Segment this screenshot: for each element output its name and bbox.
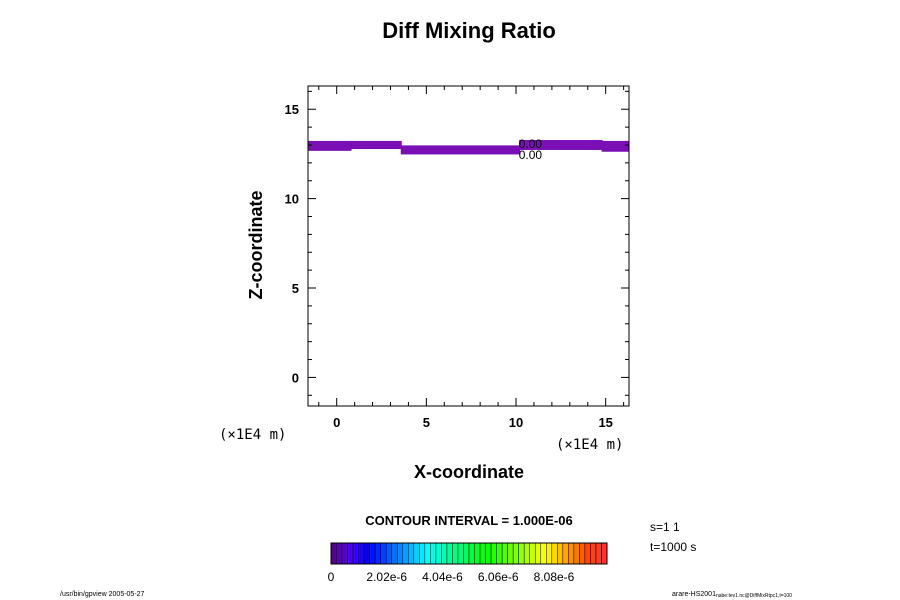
colorbar-tick-label: 6.06e-6: [478, 570, 519, 584]
colorbar-tick-label: 0: [328, 570, 335, 584]
colorbar-cell: [363, 542, 370, 565]
colorbar-cell: [396, 542, 404, 565]
y-tick-label: 0: [292, 370, 299, 385]
colorbar-cell: [562, 542, 569, 565]
colorbar-cell: [352, 542, 359, 565]
colorbar-cell: [551, 542, 558, 565]
colorbar-cell: [402, 542, 409, 565]
t-annotation: t=1000 s: [650, 540, 696, 554]
colorbar-cell: [540, 542, 547, 565]
colorbar-cell: [374, 542, 381, 565]
footer-left: /usr/bin/gpview 2005-05-27: [60, 591, 145, 598]
contour-band-segment: [400, 145, 521, 155]
colorbar-cell: [573, 542, 580, 565]
colorbar-cell: [457, 542, 464, 565]
colorbar-cell: [419, 542, 426, 565]
footer-right: arare-HS2001nabe:tev1.nc@DiffMixRtpc1,t=…: [672, 591, 792, 599]
colorbar-cell: [463, 542, 470, 565]
colorbar-cell: [584, 542, 591, 565]
colorbar-tick-label: 2.02e-6: [366, 570, 407, 584]
y-tick-label: 5: [292, 281, 299, 296]
colorbar-cell: [474, 542, 481, 565]
colorbar-cell: [330, 542, 337, 565]
footer-right-main: arare-HS2001: [672, 591, 716, 598]
footer-right-sub: nabe:tev1.nc@DiffMixRtpc1,t=100: [716, 593, 792, 599]
y-unit-label: (×1E4 m): [219, 427, 286, 443]
x-tick-label: 5: [423, 415, 430, 430]
colorbar-cell: [424, 542, 431, 565]
colorbar-cell: [435, 542, 442, 565]
colorbar-cell: [512, 542, 519, 565]
contour-labels: 0.000.00: [519, 137, 543, 162]
colorbar-cell: [479, 542, 486, 565]
s-annotation: s=1 1: [650, 520, 680, 534]
contour-band: [307, 140, 630, 155]
colorbar-cell: [496, 542, 503, 565]
y-tick-labels: 0 5 10 15: [285, 102, 299, 385]
colorbar-cell: [380, 542, 387, 565]
y-tick-label: 10: [285, 192, 299, 207]
colorbar-cell: [601, 542, 608, 565]
colorbar-cell: [595, 542, 602, 565]
plot-frame: [307, 85, 630, 407]
colorbar-cell: [518, 542, 525, 565]
colorbar-cell: [369, 542, 376, 565]
colorbar-tick-label: 4.04e-6: [422, 570, 463, 584]
colorbar: [330, 542, 608, 565]
colorbar-cell: [557, 542, 564, 565]
colorbar-tick-labels: 0 2.02e-6 4.04e-6 6.06e-6 8.08e-6: [328, 570, 575, 584]
contour-label: 0.00: [519, 148, 543, 162]
chart-title: Diff Mixing Ratio: [382, 18, 556, 43]
x-unit-label: (×1E4 m): [556, 437, 623, 453]
colorbar-cell: [490, 542, 497, 565]
colorbar-cell: [579, 542, 586, 565]
colorbar-cell: [590, 542, 597, 565]
axis-ticks: [308, 86, 629, 406]
x-tick-labels: 0 5 10 15: [333, 415, 613, 430]
contour-band-segment: [601, 140, 630, 152]
colorbar-cell: [441, 542, 448, 565]
x-tick-label: 10: [509, 415, 523, 430]
colorbar-cell: [529, 542, 536, 565]
colorbar-cell: [385, 542, 392, 565]
colorbar-cell: [430, 542, 437, 565]
colorbar-cell: [523, 542, 530, 565]
contour-label: 0.00: [519, 137, 543, 151]
colorbar-frame: [330, 542, 608, 565]
colorbar-cell: [507, 542, 514, 565]
colorbar-tick-label: 8.08e-6: [534, 570, 575, 584]
colorbar-cell: [413, 542, 420, 565]
colorbar-cell: [391, 542, 398, 565]
colorbar-cell: [501, 542, 508, 565]
x-tick-label: 0: [333, 415, 340, 430]
colorbar-cell: [546, 542, 553, 565]
colorbar-cell: [452, 542, 459, 565]
colorbar-cell: [358, 542, 365, 565]
contour-interval-text: CONTOUR INTERVAL = 1.000E-06: [365, 513, 572, 528]
colorbar-cell: [468, 542, 475, 565]
x-axis-title: X-coordinate: [414, 462, 524, 482]
colorbar-cell: [485, 542, 492, 565]
colorbar-cell: [341, 542, 348, 565]
y-tick-label: 15: [285, 102, 299, 117]
colorbar-cell: [446, 542, 453, 565]
x-tick-label: 15: [598, 415, 612, 430]
colorbar-cell: [347, 542, 354, 565]
colorbar-cell: [568, 542, 575, 565]
y-axis-title: Z-coordinate: [246, 190, 266, 299]
contour-band-segment: [307, 140, 352, 151]
contour-band-segment: [350, 140, 402, 150]
colorbar-cell: [408, 542, 415, 565]
colorbar-cell: [336, 542, 343, 565]
colorbar-cell: [534, 542, 542, 565]
